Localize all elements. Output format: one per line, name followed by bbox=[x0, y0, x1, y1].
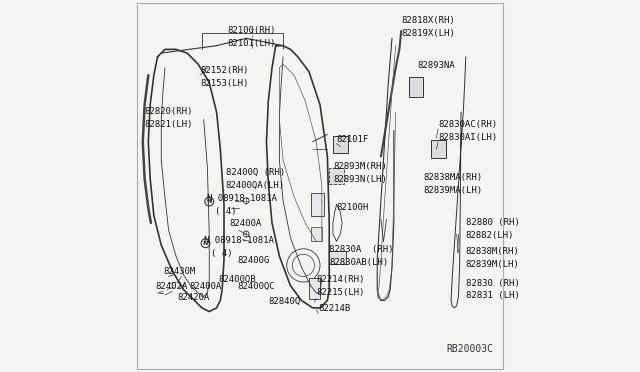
Text: 82831 (LH): 82831 (LH) bbox=[466, 291, 520, 301]
Text: 82839M(LH): 82839M(LH) bbox=[466, 260, 520, 269]
Text: 82840Q: 82840Q bbox=[268, 297, 301, 306]
Text: ( 4): ( 4) bbox=[215, 206, 236, 215]
Text: 82400A: 82400A bbox=[189, 282, 221, 291]
Text: 82893N(LH): 82893N(LH) bbox=[333, 175, 387, 184]
Text: 82400QA(LH): 82400QA(LH) bbox=[226, 181, 285, 190]
Text: 82101F: 82101F bbox=[337, 135, 369, 144]
Bar bbox=[408, 77, 424, 97]
Bar bbox=[329, 167, 344, 184]
Text: 82100H: 82100H bbox=[337, 203, 369, 212]
Text: 82214(RH): 82214(RH) bbox=[316, 275, 365, 284]
Text: 82153(LH): 82153(LH) bbox=[200, 79, 248, 88]
Text: 82838M(RH): 82838M(RH) bbox=[466, 247, 520, 256]
Text: 82819X(LH): 82819X(LH) bbox=[401, 29, 455, 38]
Bar bbox=[311, 227, 322, 241]
Bar bbox=[333, 136, 348, 153]
Bar bbox=[329, 251, 346, 263]
Text: 82101(LH): 82101(LH) bbox=[227, 39, 276, 48]
Text: 82820(RH): 82820(RH) bbox=[145, 107, 193, 116]
Text: N: N bbox=[203, 241, 208, 246]
Text: 82400Q (RH): 82400Q (RH) bbox=[226, 168, 285, 177]
Text: 82152(RH): 82152(RH) bbox=[200, 66, 248, 75]
Text: 82830 (RH): 82830 (RH) bbox=[466, 279, 520, 288]
Text: 82880 (RH): 82880 (RH) bbox=[466, 218, 520, 227]
Text: 82821(LH): 82821(LH) bbox=[145, 120, 193, 129]
Bar bbox=[431, 140, 445, 158]
Text: 82214B: 82214B bbox=[318, 304, 351, 313]
Text: 82402A: 82402A bbox=[156, 282, 188, 291]
Text: 82882(LH): 82882(LH) bbox=[466, 231, 514, 240]
Text: N 08918-1081A: N 08918-1081A bbox=[207, 193, 277, 203]
Text: 82893M(RH): 82893M(RH) bbox=[333, 162, 387, 171]
Text: 82830A  (RH): 82830A (RH) bbox=[329, 245, 394, 254]
Text: 82830AB(LH): 82830AB(LH) bbox=[329, 258, 388, 267]
Text: 82215(LH): 82215(LH) bbox=[316, 288, 365, 297]
Text: 82839MA(LH): 82839MA(LH) bbox=[424, 186, 483, 195]
Text: 82420A: 82420A bbox=[178, 293, 210, 302]
Text: 82830AI(LH): 82830AI(LH) bbox=[438, 133, 497, 142]
Text: 82430M: 82430M bbox=[163, 267, 195, 276]
Text: 82838MA(RH): 82838MA(RH) bbox=[424, 173, 483, 182]
Text: 82400G: 82400G bbox=[237, 256, 269, 265]
Text: 82100(RH): 82100(RH) bbox=[227, 26, 276, 35]
Text: N 08918-1081A: N 08918-1081A bbox=[204, 236, 273, 245]
Bar bbox=[311, 193, 324, 215]
Text: ( 4): ( 4) bbox=[211, 249, 232, 258]
Text: N: N bbox=[207, 199, 212, 204]
Text: 82818X(RH): 82818X(RH) bbox=[401, 16, 455, 25]
Text: 82893NA: 82893NA bbox=[418, 61, 456, 70]
Text: 82830AC(RH): 82830AC(RH) bbox=[438, 120, 497, 129]
Text: 82400QB: 82400QB bbox=[218, 275, 256, 284]
Text: 82400QC: 82400QC bbox=[237, 282, 275, 291]
Text: RB20003C: RB20003C bbox=[447, 344, 493, 354]
Bar bbox=[309, 278, 320, 299]
Text: 82400A: 82400A bbox=[230, 219, 262, 228]
